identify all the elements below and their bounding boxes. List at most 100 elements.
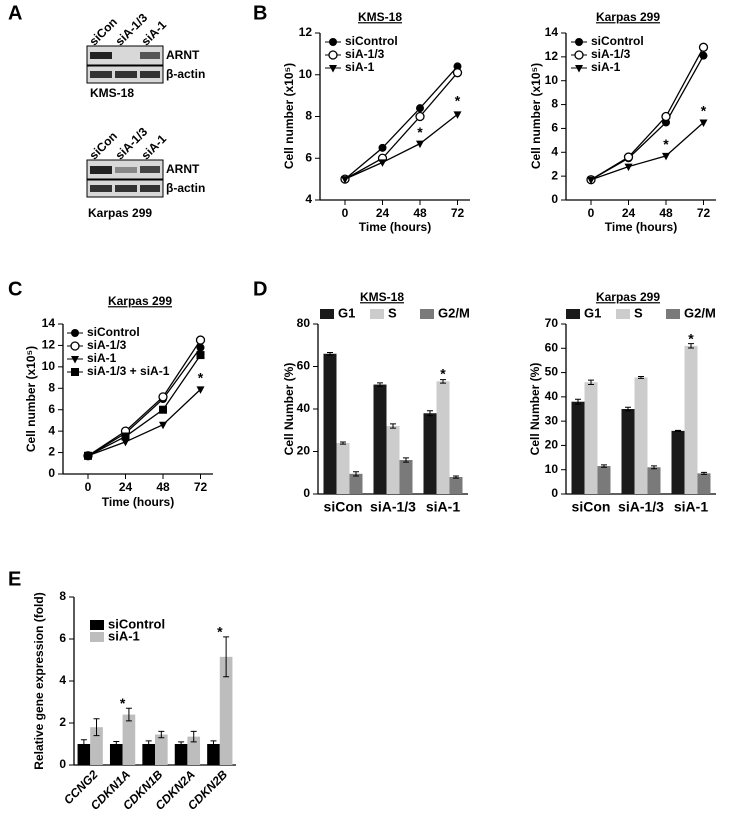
marker [699,119,708,127]
error-bar [113,740,120,748]
y-tick-label: 12 [299,25,313,39]
y-tick-label: 8 [551,97,558,111]
chart-title: KMS-18 [360,290,404,304]
legend-label: siA-1/3 [591,47,631,61]
y-tick-label: 20 [545,438,559,452]
blot-column: siCon [86,129,119,162]
marker [159,405,167,414]
error-bar [575,398,581,405]
error-bar [625,406,631,412]
marker [623,152,634,162]
legend-marker [71,356,79,364]
marker [196,386,205,394]
x-tick-label: 24 [119,480,133,494]
marker [661,111,671,122]
marker [624,163,633,172]
error-bar [588,379,594,385]
bar [373,384,387,494]
bar [684,345,698,494]
marker [662,152,670,161]
bar [399,460,413,494]
x-tick-label: 72 [451,206,465,220]
legend-swatch [666,309,680,319]
marker [453,111,462,119]
y-tick-label: 6 [305,150,312,164]
y-tick-label: 0 [48,466,55,480]
y-tick-label: 10 [545,73,559,87]
bar [449,477,463,494]
y-tick-label: 70 [545,316,559,330]
x-tick-label: siCon [324,499,363,515]
x-axis-label: Time (hours) [359,220,431,234]
blot-cell-line: Karpas 299 [88,206,152,220]
x-tick-label: 72 [697,206,711,220]
x-tick-label: siA-1 [674,499,708,515]
legend-swatch [616,309,630,319]
y-tick-label: 10 [299,67,313,81]
bar [697,473,711,494]
bar [584,382,598,494]
marker [159,421,167,430]
blot-strip [86,45,164,66]
annotation: * [160,405,166,421]
error-bar [638,375,644,379]
y-tick-label: 4 [48,423,55,437]
bar [323,353,337,494]
annotation: * [417,124,423,140]
chart: KMS-18 0 20 40 60 80 Cell Number (%) siCon siA-1… [282,290,470,515]
bar [174,744,188,765]
y-tick-label: 30 [545,413,559,427]
annotation: * [440,366,446,382]
legend-label: G2/M [438,305,470,320]
x-tick-label: 48 [413,206,427,220]
y-tick-label: 40 [297,401,311,415]
y-tick-label: 10 [545,462,559,476]
annotation: * [663,136,669,152]
x-tick-label: siCon [572,499,611,515]
marker [698,42,709,52]
error-bar [453,475,459,479]
error-bar [675,429,681,432]
error-bar [80,739,87,749]
x-tick-label: 0 [85,480,92,494]
y-tick-label: 60 [297,359,311,373]
series-line [87,354,202,457]
marker [196,343,205,352]
annotation: * [217,623,223,639]
y-tick-label: 6 [551,121,558,135]
band [140,185,160,192]
blot-cell-line: KMS-18 [90,86,134,100]
series-line [344,113,458,180]
annotation: * [455,93,461,109]
marker [416,104,424,113]
error-bar [427,410,433,417]
bar [597,466,611,494]
bar [155,734,168,765]
bar [77,744,91,765]
y-tick-label: 6 [48,402,55,416]
chart-title: KMS-18 [358,10,402,24]
bar [90,727,103,765]
y-tick-label: 0 [551,192,558,206]
panel-label: B [253,2,267,24]
band [90,185,112,192]
x-axis-label: Time (hours) [605,220,677,234]
error-bar [688,343,694,349]
blot-row: ARNT [166,162,200,176]
y-tick-label: 20 [297,444,311,458]
panel-label: D [253,278,267,300]
y-tick-label: 8 [59,589,66,603]
legend-label: siControl [345,34,398,48]
marker [416,140,424,149]
y-tick-label: 4 [59,673,66,687]
bar [349,473,363,494]
x-tick-label: 0 [342,206,349,220]
bar [142,744,155,765]
error-bar [651,465,657,470]
bar [621,409,635,494]
panel-label: C [8,278,22,300]
legend-label: siA-1/3 [345,47,385,61]
marker [378,159,387,167]
